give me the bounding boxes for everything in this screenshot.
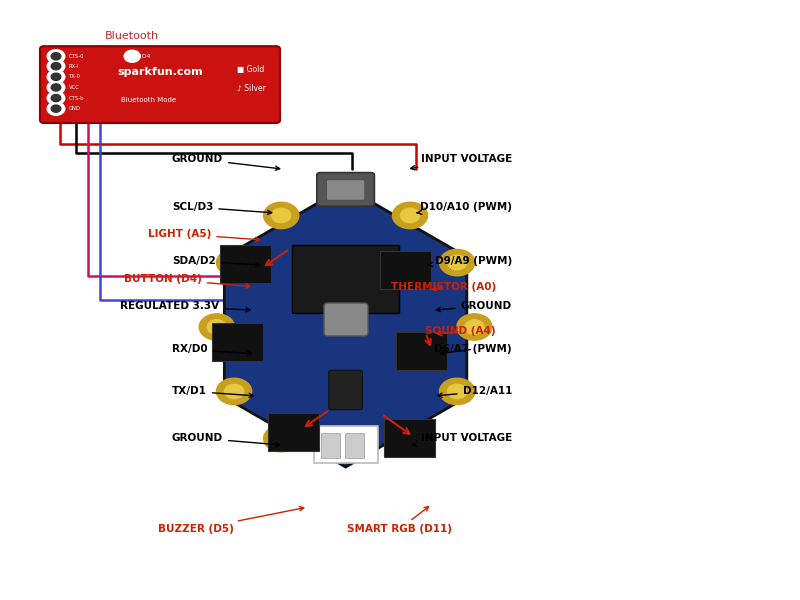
Text: LIGHT (A5): LIGHT (A5): [148, 229, 260, 241]
Text: D12/A11: D12/A11: [438, 386, 512, 397]
Circle shape: [47, 102, 65, 115]
Text: RX/D0: RX/D0: [172, 344, 252, 355]
Circle shape: [400, 431, 419, 446]
FancyBboxPatch shape: [268, 413, 319, 451]
Text: ■ Gold: ■ Gold: [237, 65, 264, 74]
Text: D9/A9 (PWM): D9/A9 (PWM): [428, 256, 512, 266]
FancyBboxPatch shape: [384, 419, 435, 457]
Circle shape: [447, 384, 466, 398]
Text: SDA/D2: SDA/D2: [172, 256, 260, 267]
FancyBboxPatch shape: [317, 173, 374, 206]
FancyBboxPatch shape: [220, 245, 271, 283]
Text: D10/A10 (PWM): D10/A10 (PWM): [417, 202, 512, 214]
Circle shape: [51, 53, 61, 60]
FancyBboxPatch shape: [396, 332, 447, 370]
Circle shape: [51, 105, 61, 112]
Circle shape: [207, 320, 226, 334]
Text: REGULATED 3.3V: REGULATED 3.3V: [120, 301, 250, 312]
Text: INPUT VOLTAGE: INPUT VOLTAGE: [412, 433, 512, 446]
Text: CTS-0: CTS-0: [69, 54, 84, 59]
Circle shape: [225, 384, 244, 398]
Text: GROUND: GROUND: [172, 154, 280, 170]
Circle shape: [51, 73, 61, 80]
Text: INPUT VOLTAGE: INPUT VOLTAGE: [410, 154, 512, 170]
FancyBboxPatch shape: [345, 433, 364, 458]
Circle shape: [272, 208, 291, 223]
Text: SOUND (A4): SOUND (A4): [426, 326, 496, 336]
FancyBboxPatch shape: [329, 370, 362, 410]
Text: BUTTON (D4): BUTTON (D4): [124, 274, 250, 288]
Text: BUZZER (D5): BUZZER (D5): [158, 506, 304, 534]
Text: SCL/D3: SCL/D3: [172, 202, 272, 214]
Circle shape: [392, 425, 427, 452]
Circle shape: [217, 250, 252, 276]
Circle shape: [217, 378, 252, 404]
FancyBboxPatch shape: [212, 323, 263, 361]
Circle shape: [47, 50, 65, 63]
Circle shape: [199, 314, 234, 340]
FancyBboxPatch shape: [380, 251, 431, 289]
Text: TX/D1: TX/D1: [172, 386, 254, 397]
FancyBboxPatch shape: [292, 245, 399, 313]
Text: VCC: VCC: [69, 85, 80, 90]
Text: ♪ Silver: ♪ Silver: [237, 83, 266, 92]
Text: TX-0: TX-0: [69, 74, 81, 79]
Text: D6/A7 (PWM): D6/A7 (PWM): [434, 344, 512, 355]
Circle shape: [400, 208, 419, 223]
Circle shape: [47, 81, 65, 94]
Circle shape: [47, 91, 65, 104]
Text: sparkfun.com: sparkfun.com: [117, 67, 203, 77]
Circle shape: [447, 256, 466, 270]
Text: PIO4: PIO4: [137, 53, 151, 59]
Text: GROUND: GROUND: [172, 433, 280, 446]
Circle shape: [225, 256, 244, 270]
Circle shape: [264, 425, 299, 452]
Circle shape: [51, 94, 61, 101]
Circle shape: [47, 59, 65, 73]
Text: SMART RGB (D11): SMART RGB (D11): [347, 506, 452, 534]
Circle shape: [264, 202, 299, 229]
Circle shape: [51, 62, 61, 70]
Text: CTS-b: CTS-b: [69, 95, 84, 101]
Circle shape: [124, 50, 140, 62]
Circle shape: [47, 70, 65, 83]
FancyBboxPatch shape: [326, 180, 365, 200]
FancyBboxPatch shape: [321, 433, 340, 458]
Text: GROUND: GROUND: [436, 301, 512, 311]
FancyBboxPatch shape: [324, 303, 368, 336]
Polygon shape: [224, 187, 467, 467]
Circle shape: [392, 202, 427, 229]
Text: GND: GND: [69, 106, 81, 111]
Circle shape: [465, 320, 484, 334]
Text: Bluetooth Mode: Bluetooth Mode: [121, 97, 176, 103]
Circle shape: [457, 314, 492, 340]
FancyBboxPatch shape: [40, 46, 280, 123]
Text: RX-I: RX-I: [69, 64, 79, 68]
FancyBboxPatch shape: [314, 426, 378, 463]
Text: Bluetooth: Bluetooth: [105, 31, 159, 41]
Circle shape: [51, 84, 61, 91]
Circle shape: [272, 431, 291, 446]
Text: THERMISTOR (A0): THERMISTOR (A0): [390, 282, 496, 292]
Circle shape: [439, 378, 474, 404]
Circle shape: [439, 250, 474, 276]
